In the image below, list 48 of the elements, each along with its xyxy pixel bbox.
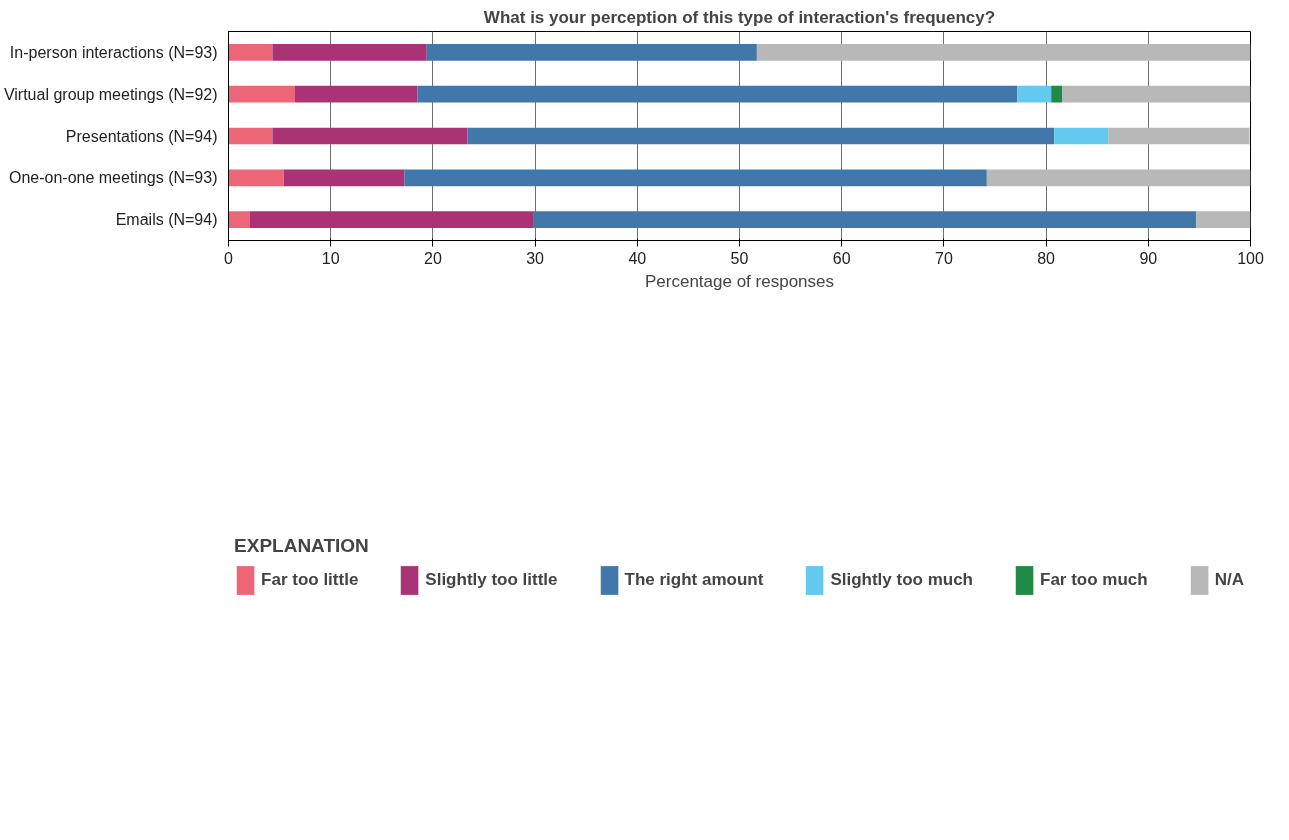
- bar: [228, 85, 295, 103]
- legend-label: Slightly too little: [425, 570, 558, 590]
- bar: [533, 211, 1197, 228]
- x-tick-label: 90: [1139, 249, 1158, 267]
- y-tick-label: Emails (N=94): [115, 211, 218, 229]
- bar: [986, 169, 1251, 187]
- bar: [1051, 85, 1063, 103]
- bar: [1196, 211, 1251, 228]
- bar: [283, 169, 405, 187]
- x-tick-label: 60: [832, 249, 851, 267]
- bar: [228, 169, 284, 187]
- bar: [1054, 127, 1109, 145]
- legend-label: Slightly too much: [830, 570, 973, 590]
- bar: [249, 211, 534, 228]
- x-tick-label: 10: [321, 249, 340, 267]
- bar: [228, 44, 273, 61]
- bar: [1108, 127, 1250, 145]
- x-axis-title: Percentage of responses: [645, 271, 835, 291]
- bar: [1062, 85, 1251, 103]
- legend-label: Far too little: [261, 570, 359, 590]
- x-tick-label: 30: [526, 249, 545, 267]
- bar: [228, 211, 250, 228]
- x-tick-label: 70: [935, 249, 953, 267]
- x-tick-label: 100: [1237, 249, 1264, 267]
- y-tick-label: In-person interactions (N=93): [9, 43, 218, 61]
- bar: [756, 44, 1251, 61]
- legend-label: The right amount: [624, 570, 764, 590]
- bar: [228, 127, 273, 145]
- legend-label: N/A: [1214, 570, 1244, 590]
- legend-label: Far too much: [1039, 570, 1148, 590]
- x-tick-label: 0: [224, 249, 234, 267]
- x-tick-label: 80: [1037, 249, 1056, 267]
- bar: [1017, 85, 1052, 103]
- bar: [467, 127, 1055, 145]
- bar: [417, 85, 1018, 103]
- y-tick-label: Virtual group meetings (N=92): [3, 85, 218, 103]
- legend-title: EXPLANATION: [234, 535, 370, 557]
- x-tick-label: 20: [424, 249, 442, 267]
- bar: [294, 85, 418, 103]
- bar: [404, 169, 987, 187]
- chart-title: What is your perception of this type of interaction's frequency?: [483, 7, 996, 27]
- y-tick-label: One-on-one meetings (N=93): [8, 169, 218, 187]
- bar: [272, 127, 468, 145]
- bar: [426, 44, 757, 61]
- x-tick-label: 40: [628, 249, 647, 267]
- bar: [272, 44, 427, 61]
- x-tick-label: 50: [730, 249, 749, 267]
- y-tick-label: Presentations (N=94): [65, 127, 218, 145]
